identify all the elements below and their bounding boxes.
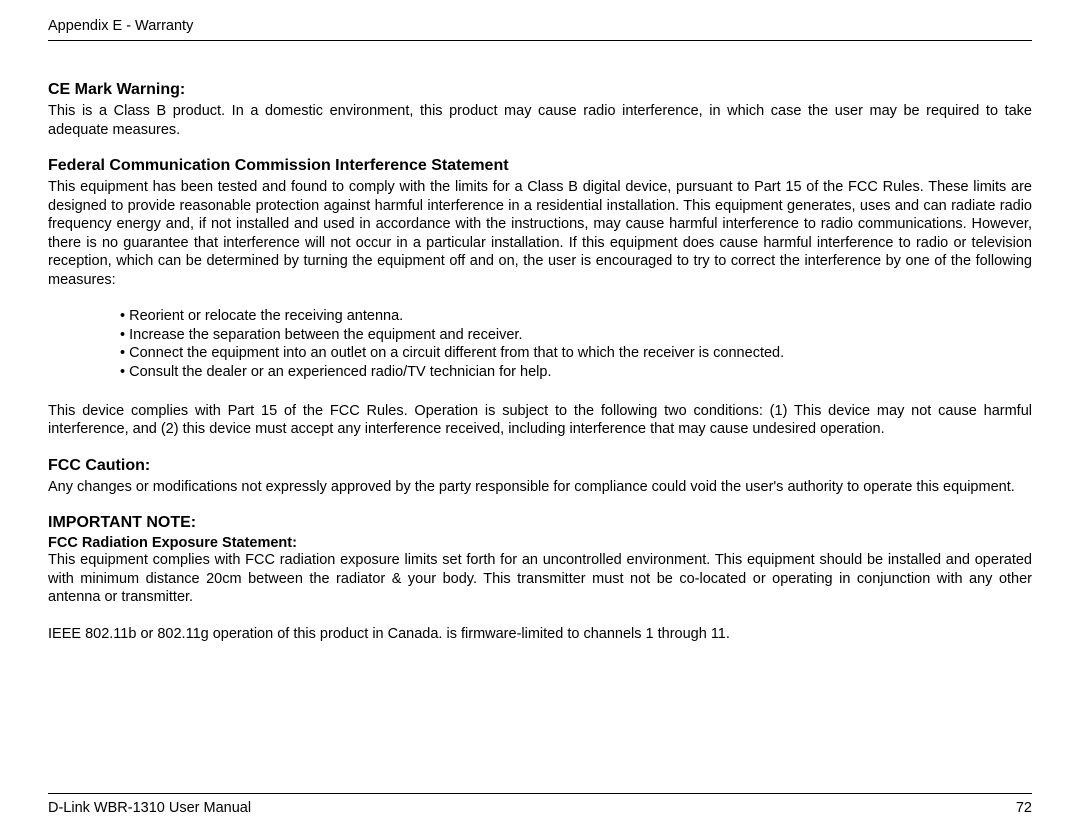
fcc-caution-heading: FCC Caution: <box>48 457 1032 475</box>
page-content: CE Mark Warning: This is a Class B produ… <box>48 41 1032 643</box>
page-footer: D-Link WBR-1310 User Manual 72 <box>48 793 1032 816</box>
ce-warning-body: This is a Class B product. In a domestic… <box>48 102 1032 139</box>
page-header: Appendix E - Warranty <box>48 0 1032 41</box>
list-item: • Connect the equipment into an outlet o… <box>120 344 1032 363</box>
page-number: 72 <box>1016 800 1032 816</box>
list-item: • Increase the separation between the eq… <box>120 326 1032 345</box>
fcc-statement-heading: Federal Communication Commission Interfe… <box>48 157 1032 175</box>
footer-left: D-Link WBR-1310 User Manual <box>48 800 251 816</box>
important-note-heading: IMPORTANT NOTE: <box>48 514 1032 532</box>
radiation-body2: IEEE 802.11b or 802.11g operation of thi… <box>48 625 1032 644</box>
breadcrumb: Appendix E - Warranty <box>48 18 193 34</box>
fcc-statement-body1: This equipment has been tested and found… <box>48 178 1032 289</box>
fcc-caution-body: Any changes or modifications not express… <box>48 478 1032 497</box>
fcc-bullet-list: • Reorient or relocate the receiving ant… <box>120 307 1032 381</box>
list-item: • Reorient or relocate the receiving ant… <box>120 307 1032 326</box>
list-item: • Consult the dealer or an experienced r… <box>120 363 1032 382</box>
ce-warning-heading: CE Mark Warning: <box>48 81 1032 99</box>
fcc-statement-body2: This device complies with Part 15 of the… <box>48 402 1032 439</box>
radiation-subheading: FCC Radiation Exposure Statement: <box>48 535 1032 551</box>
radiation-body1: This equipment complies with FCC radiati… <box>48 551 1032 607</box>
